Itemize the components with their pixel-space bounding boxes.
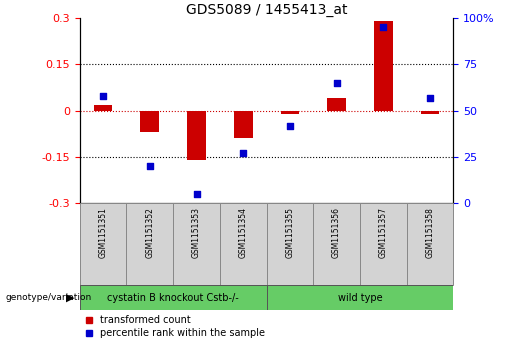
Title: GDS5089 / 1455413_at: GDS5089 / 1455413_at [186,3,347,17]
Point [286,123,294,129]
Bar [421,111,439,114]
Bar [267,203,313,285]
Bar [406,203,453,285]
Text: wild type: wild type [337,293,382,303]
Point [239,150,247,156]
Bar [220,203,267,285]
Bar [360,203,406,285]
Bar [281,111,299,114]
Point [146,163,154,169]
Text: GSM1151358: GSM1151358 [425,207,434,258]
Text: ▶: ▶ [66,293,75,303]
Bar [173,203,220,285]
Point [379,25,387,30]
Text: cystatin B knockout Cstb-/-: cystatin B knockout Cstb-/- [107,293,239,303]
Point [332,80,340,86]
Point [193,191,201,197]
Text: GSM1151355: GSM1151355 [285,207,295,258]
Bar [127,203,173,285]
Bar [141,111,159,132]
Bar [313,203,360,285]
Point [426,95,434,101]
Text: genotype/variation: genotype/variation [5,293,91,302]
Text: GSM1151354: GSM1151354 [238,207,248,258]
Text: GSM1151353: GSM1151353 [192,207,201,258]
Bar [94,105,112,111]
Bar [187,111,206,160]
Legend: transformed count, percentile rank within the sample: transformed count, percentile rank withi… [84,315,265,338]
Text: GSM1151356: GSM1151356 [332,207,341,258]
Text: GSM1151352: GSM1151352 [145,207,154,258]
Bar [234,111,252,139]
Point [99,93,107,99]
Bar [267,285,453,310]
Bar [80,285,267,310]
Bar [80,203,127,285]
Bar [374,21,392,111]
Text: GSM1151351: GSM1151351 [99,207,108,258]
Bar [327,98,346,111]
Text: GSM1151357: GSM1151357 [379,207,388,258]
